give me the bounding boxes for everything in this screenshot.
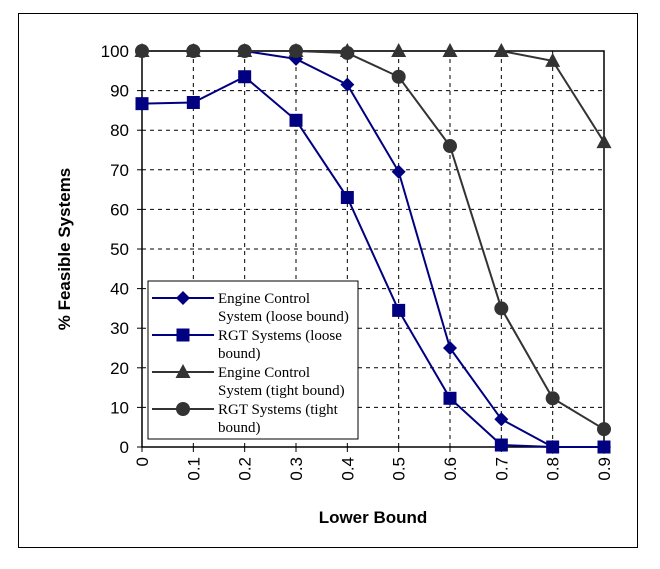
y-tick-label: 0 bbox=[120, 438, 129, 457]
circle-point bbox=[135, 44, 149, 58]
y-tick-label: 70 bbox=[110, 161, 129, 180]
legend-label: System (tight bound) bbox=[218, 383, 345, 399]
x-tick-label: 0.2 bbox=[236, 457, 255, 481]
square-point bbox=[186, 95, 200, 109]
legend-label: Engine Control bbox=[218, 291, 310, 307]
triangle-point bbox=[442, 43, 458, 57]
circle-point bbox=[340, 45, 355, 60]
series-rgt-systems-tight-bound bbox=[135, 44, 611, 437]
legend-diamond-icon bbox=[176, 291, 190, 305]
square-point bbox=[135, 97, 149, 111]
triangle-point bbox=[596, 134, 612, 149]
x-tick-label: 0.6 bbox=[441, 457, 460, 481]
legend-label: System (loose bound) bbox=[218, 309, 349, 325]
legend: Engine Control System (loose bound) RGT Sy… bbox=[147, 280, 359, 440]
legend-triangle-icon bbox=[175, 364, 191, 378]
legend-circle-icon bbox=[176, 402, 190, 416]
legend-label: RGT Systems (loose bbox=[218, 328, 342, 344]
diamond-point bbox=[494, 412, 509, 427]
x-tick-label: 0.1 bbox=[184, 457, 203, 481]
y-tick-label: 40 bbox=[110, 280, 129, 299]
series-line bbox=[142, 50, 605, 431]
y-axis-ticks: 0 10 20 30 40 50 60 70 80 90 100 bbox=[101, 42, 142, 457]
square-point bbox=[546, 440, 560, 454]
square-point bbox=[494, 438, 508, 452]
y-tick-label: 30 bbox=[110, 319, 129, 338]
legend-entry: Engine Control System (tight bound) bbox=[152, 364, 345, 399]
circle-point bbox=[186, 44, 201, 58]
x-tick-label: 0.8 bbox=[544, 457, 563, 481]
triangle-point bbox=[391, 43, 407, 57]
y-axis-title: % Feasible Systems bbox=[55, 168, 74, 331]
diamond-point bbox=[391, 164, 406, 179]
y-tick-label: 80 bbox=[110, 121, 129, 140]
square-point bbox=[597, 440, 611, 454]
legend-label: bound) bbox=[218, 420, 261, 436]
y-tick-label: 50 bbox=[110, 240, 129, 259]
square-point bbox=[443, 391, 457, 405]
circle-point bbox=[391, 69, 406, 84]
y-tick-label: 100 bbox=[101, 42, 129, 61]
diamond-point bbox=[443, 341, 457, 355]
x-tick-label: 0.9 bbox=[595, 457, 614, 481]
legend-label: Engine Control bbox=[218, 365, 310, 381]
legend-entry: RGT Systems (tight bound) bbox=[152, 402, 339, 436]
legend-square-icon bbox=[176, 328, 190, 342]
x-tick-label: 0.4 bbox=[338, 457, 357, 481]
square-point bbox=[289, 113, 303, 127]
series-rgt-systems-loose-bound bbox=[135, 70, 611, 454]
y-tick-label: 60 bbox=[110, 200, 129, 219]
circle-point bbox=[597, 422, 611, 437]
series-line bbox=[141, 75, 604, 448]
x-axis-title: Lower Bound bbox=[319, 508, 428, 527]
x-tick-label: 0.7 bbox=[492, 457, 511, 481]
triangle-point bbox=[545, 52, 561, 67]
square-point bbox=[340, 191, 354, 205]
legend-label: RGT Systems (tight bbox=[218, 402, 339, 418]
y-tick-label: 20 bbox=[110, 359, 129, 378]
triangle-point bbox=[493, 43, 509, 57]
square-point bbox=[238, 70, 252, 84]
diamond-point bbox=[340, 77, 355, 92]
circle-point bbox=[443, 139, 457, 154]
circle-point bbox=[289, 44, 303, 58]
x-tick-label: 0.5 bbox=[390, 457, 409, 481]
legend-entry: Engine Control System (loose bound) bbox=[152, 291, 349, 325]
legend-label: bound) bbox=[218, 346, 261, 362]
y-tick-label: 10 bbox=[110, 398, 129, 417]
x-tick-label: 0 bbox=[133, 457, 152, 466]
square-point bbox=[392, 303, 406, 317]
x-tick-label: 0.3 bbox=[287, 457, 306, 481]
circle-point bbox=[545, 391, 560, 406]
y-tick-label: 90 bbox=[110, 82, 129, 101]
circle-point bbox=[494, 301, 509, 316]
x-axis-ticks: 0 0.1 0.2 0.3 0.4 0.5 0.6 0.7 0.8 0.9 bbox=[133, 447, 614, 481]
series-group bbox=[134, 43, 612, 454]
circle-point bbox=[237, 44, 252, 58]
legend-entry: RGT Systems (loose bound) bbox=[152, 328, 342, 362]
